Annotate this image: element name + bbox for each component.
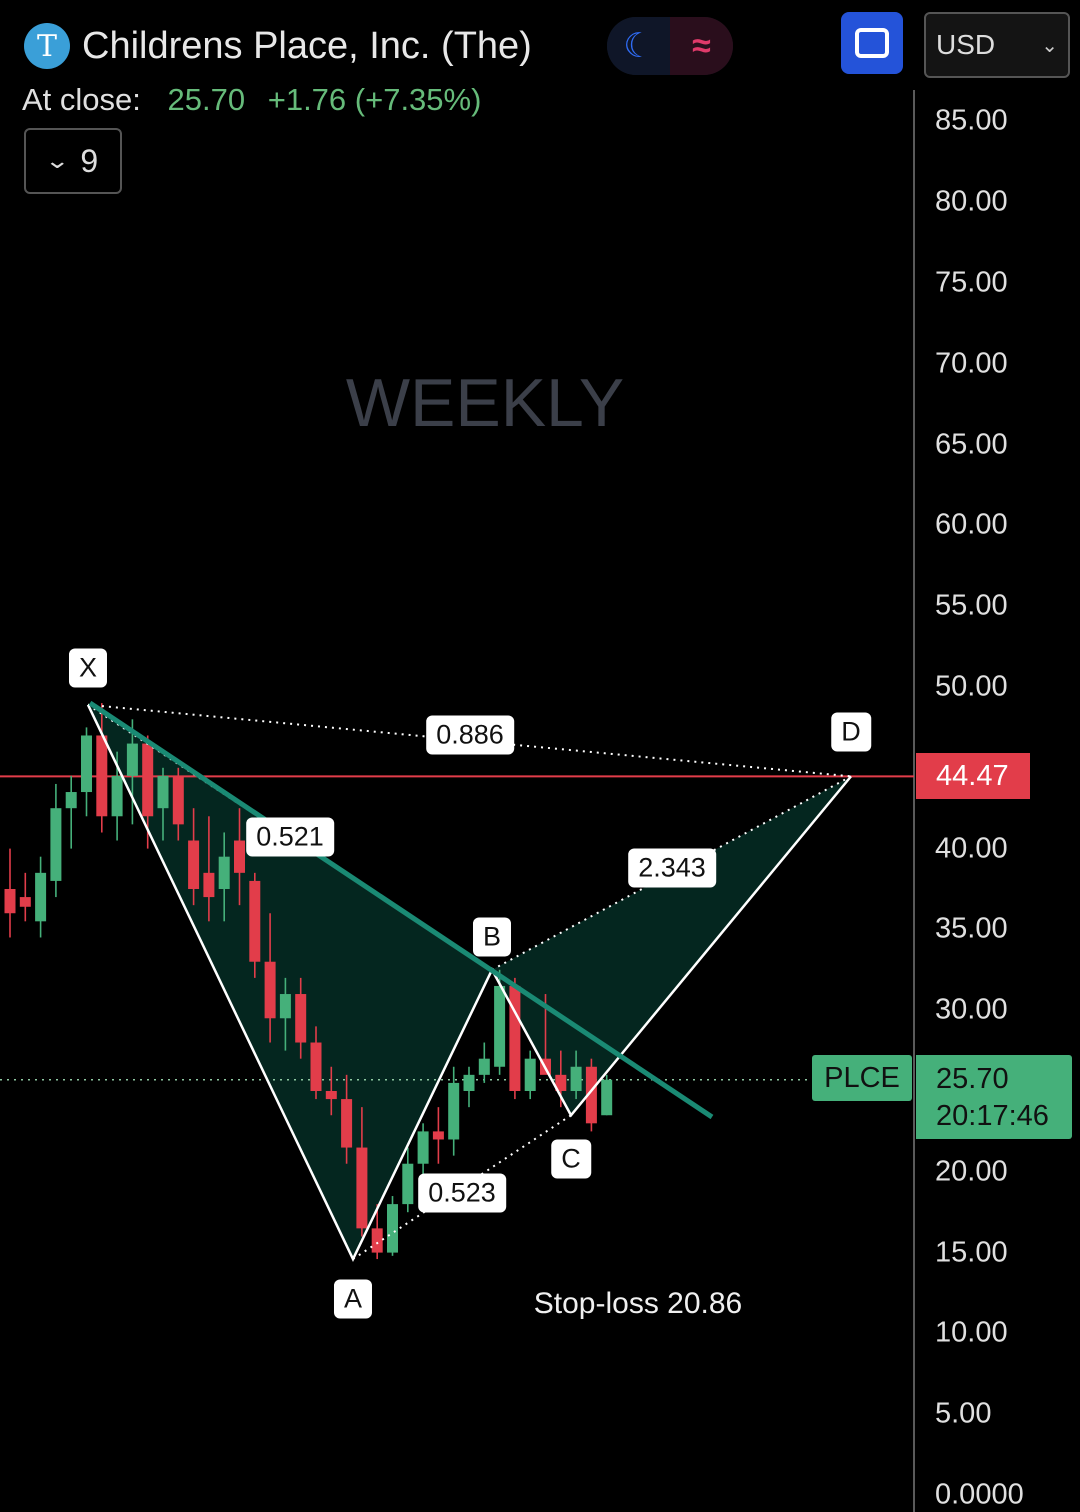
ratio-line-ac	[352, 1114, 572, 1260]
candle-body	[234, 840, 245, 873]
axis-label: 0.0000	[935, 1478, 1024, 1511]
candle-body	[126, 743, 138, 776]
candle-body	[494, 985, 506, 1067]
symbol-logo: T	[24, 23, 70, 69]
candle-body	[218, 856, 230, 889]
point-x-label[interactable]: X	[68, 648, 108, 688]
stop-loss-note: Stop-loss 20.86	[533, 1287, 743, 1320]
axis-label: 85.00	[935, 104, 1008, 137]
fullscreen-icon	[855, 28, 889, 58]
close-label: At close:	[22, 82, 141, 117]
candle-body	[96, 735, 108, 817]
candle-body	[50, 808, 62, 881]
axis-label: 55.00	[935, 589, 1008, 622]
candle-body	[509, 985, 521, 1091]
indicators-count: 9	[80, 142, 99, 179]
candle-body	[172, 775, 184, 825]
trendline	[88, 700, 714, 1120]
candle-body	[188, 840, 200, 889]
axis-label: 75.00	[935, 266, 1008, 299]
candle-body	[387, 1204, 398, 1253]
candle-body	[203, 872, 215, 898]
axis-label: 70.00	[935, 347, 1008, 380]
last-price-tag: 25.70 20:17:46	[916, 1055, 1072, 1139]
axis-label: 65.00	[935, 428, 1008, 461]
close-info: At close: 25.70 +1.76 (+7.35%)	[22, 82, 495, 118]
chevron-down-icon: ⌄	[44, 148, 70, 173]
timeframe-watermark: WEEKLY	[345, 365, 625, 441]
point-a-label[interactable]: A	[333, 1279, 373, 1319]
candle-body	[432, 1131, 444, 1140]
candle-body	[111, 775, 123, 817]
close-price: 25.70	[167, 82, 246, 117]
axis-label: 5.00	[935, 1397, 992, 1430]
axis-label: 15.00	[935, 1236, 1008, 1269]
candle-body	[601, 1079, 613, 1116]
axis-label: 50.00	[935, 670, 1008, 703]
theme-toggle[interactable]: ☾ ≈	[607, 17, 733, 75]
candle-body	[157, 775, 169, 809]
axis-label: 35.00	[935, 912, 1008, 945]
moon-icon[interactable]: ☾	[607, 17, 670, 75]
ratio-line-xd	[87, 703, 852, 778]
symbol-title[interactable]: Childrens Place, Inc. (The)	[82, 24, 532, 67]
candle-body	[341, 1099, 353, 1148]
indicators-collapse-button[interactable]: ⌄ 9	[24, 128, 122, 194]
candle-body	[35, 872, 47, 922]
ratio-ac-label: 0.523	[418, 1173, 506, 1213]
candle-body	[463, 1074, 475, 1091]
candle-body	[585, 1066, 597, 1124]
ratio-xd-label: 0.886	[426, 715, 514, 755]
candle-body	[279, 994, 291, 1019]
axis-label: 60.00	[935, 508, 1008, 541]
bar-countdown: 20:17:46	[936, 1100, 1049, 1132]
candle-body	[295, 994, 307, 1043]
point-b-label[interactable]: B	[472, 917, 512, 957]
axis-label: 10.00	[935, 1316, 1008, 1349]
candle-body	[264, 961, 276, 1019]
candle-body	[356, 1147, 368, 1229]
candle-body	[570, 1066, 582, 1091]
candle-body	[402, 1163, 414, 1205]
candle-body	[524, 1058, 536, 1091]
wave-icon[interactable]: ≈	[670, 17, 733, 75]
candle-body	[417, 1131, 429, 1164]
close-change: +1.76 (+7.35%)	[267, 82, 482, 117]
chevron-down-icon: ⌄	[1041, 34, 1058, 57]
point-c-label[interactable]: C	[551, 1139, 591, 1179]
axis-label: 80.00	[935, 185, 1008, 218]
candle-body	[19, 897, 31, 907]
currency-select[interactable]: USD ⌄	[924, 12, 1070, 78]
candle-body	[4, 889, 16, 914]
axis-label: 20.00	[935, 1155, 1008, 1188]
candle-body	[142, 743, 154, 817]
header: T Childrens Place, Inc. (The)	[24, 20, 532, 72]
candle-body	[81, 735, 92, 793]
last-price: 25.70	[936, 1063, 1009, 1095]
candle-body	[249, 880, 261, 962]
point-d-label[interactable]: D	[831, 712, 871, 752]
ratio-bd-label: 2.343	[628, 848, 716, 888]
candle-body	[555, 1074, 567, 1091]
fullscreen-button[interactable]	[841, 12, 903, 74]
candle-body	[448, 1082, 460, 1140]
currency-value: USD	[936, 29, 996, 60]
candle-body	[325, 1091, 337, 1100]
candle-body	[371, 1228, 383, 1253]
level-price-tag: 44.47	[916, 753, 1030, 799]
ticker-tag: PLCE	[812, 1055, 912, 1101]
candle-body	[65, 792, 77, 809]
axis-label: 40.00	[935, 832, 1008, 865]
candle-body	[310, 1042, 322, 1091]
axis-label: 30.00	[935, 993, 1008, 1026]
candle-body	[478, 1058, 490, 1075]
ratio-xb-label: 0.521	[246, 817, 334, 857]
